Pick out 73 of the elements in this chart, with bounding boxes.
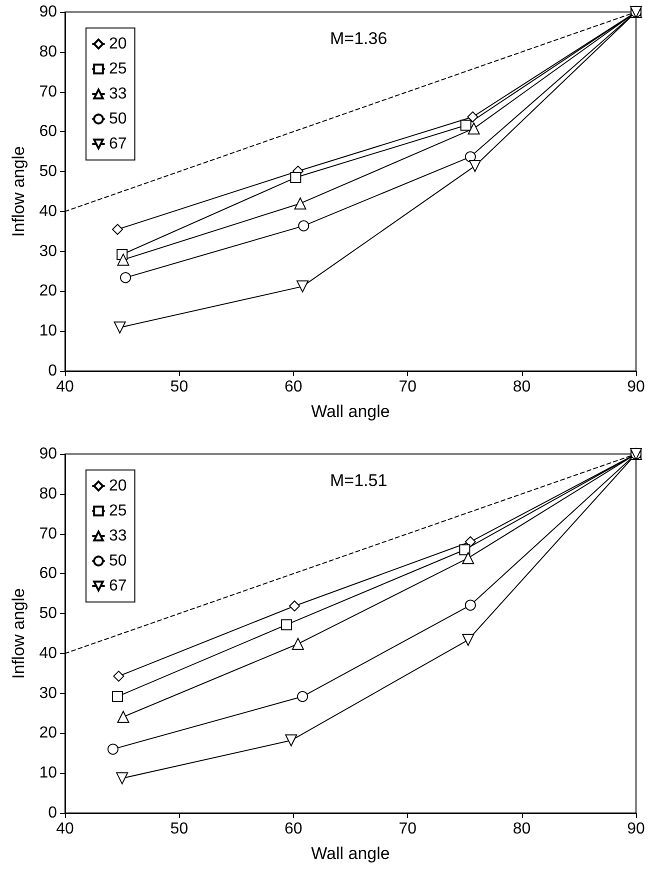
- x-tick-label: 70: [398, 378, 417, 396]
- point: [290, 172, 302, 184]
- point: [297, 691, 308, 702]
- point: [113, 670, 124, 682]
- legend-label: 20: [109, 36, 127, 52]
- point: [289, 600, 300, 612]
- legend-label: 67: [109, 136, 127, 152]
- point: [114, 322, 126, 334]
- y-tick-label: 60: [39, 565, 58, 582]
- legend-label: 25: [109, 60, 127, 78]
- y-tick-label: 10: [39, 764, 58, 782]
- legend-label: 50: [109, 552, 127, 570]
- y-tick-label: 50: [39, 605, 58, 622]
- x-tick-label: 90: [627, 378, 645, 396]
- y-tick-label: 0: [48, 804, 58, 822]
- point: [292, 638, 304, 650]
- y-tick-label: 30: [39, 242, 58, 260]
- point: [285, 734, 298, 746]
- y-tick-label: 90: [39, 446, 58, 462]
- y-tick-label: 20: [39, 724, 58, 742]
- y-tick-label: 50: [39, 163, 58, 180]
- point: [112, 691, 124, 702]
- point: [107, 744, 118, 755]
- legend-label: 67: [109, 578, 127, 594]
- y-axis-title: Inflow angle: [9, 588, 28, 679]
- legend-label: 25: [109, 502, 127, 520]
- x-tick-label: 60: [284, 378, 302, 396]
- point: [281, 619, 292, 630]
- point: [462, 634, 474, 646]
- point: [464, 536, 476, 548]
- point: [117, 254, 130, 266]
- x-tick-label: 90: [627, 820, 645, 838]
- y-tick-label: 90: [39, 4, 58, 20]
- point: [112, 224, 124, 235]
- point: [468, 122, 480, 134]
- x-tick-label: 50: [170, 820, 188, 838]
- point: [460, 120, 472, 131]
- point: [462, 552, 474, 564]
- point: [459, 544, 470, 556]
- y-tick-label: 80: [39, 43, 58, 60]
- y-tick-label: 0: [48, 362, 58, 380]
- point: [464, 600, 476, 611]
- legend-label: 33: [109, 528, 127, 544]
- x-tick-label: 70: [398, 820, 417, 838]
- y-tick-label: 70: [39, 525, 58, 542]
- legend-label: 50: [109, 110, 127, 128]
- point: [294, 197, 306, 210]
- point: [120, 272, 132, 284]
- y-tick-label: 70: [39, 83, 58, 100]
- x-tick-label: 80: [512, 378, 531, 396]
- annotation: M=1.51: [330, 471, 388, 490]
- x-tick-label: 60: [284, 820, 302, 838]
- y-tick-label: 60: [39, 123, 58, 140]
- y-tick-label: 30: [39, 684, 58, 702]
- x-tick-label: 80: [512, 820, 531, 838]
- y-tick-label: 80: [39, 485, 58, 502]
- x-axis-title: Wall angle: [311, 844, 390, 863]
- annotation: M=1.36: [330, 29, 388, 48]
- y-axis-title: Inflow angle: [9, 146, 28, 237]
- legend-label: 20: [109, 478, 127, 494]
- point: [296, 280, 309, 292]
- point: [298, 220, 310, 232]
- y-tick-label: 10: [39, 322, 58, 340]
- x-axis-title: Wall angle: [311, 402, 390, 421]
- y-tick-label: 40: [39, 644, 58, 662]
- y-tick-label: 40: [39, 202, 58, 220]
- legend-label: 33: [109, 86, 127, 102]
- point: [467, 111, 478, 122]
- y-tick-label: 20: [39, 282, 58, 300]
- point: [116, 772, 128, 784]
- point: [117, 710, 130, 723]
- point: [468, 160, 481, 172]
- x-tick-label: 50: [170, 378, 188, 396]
